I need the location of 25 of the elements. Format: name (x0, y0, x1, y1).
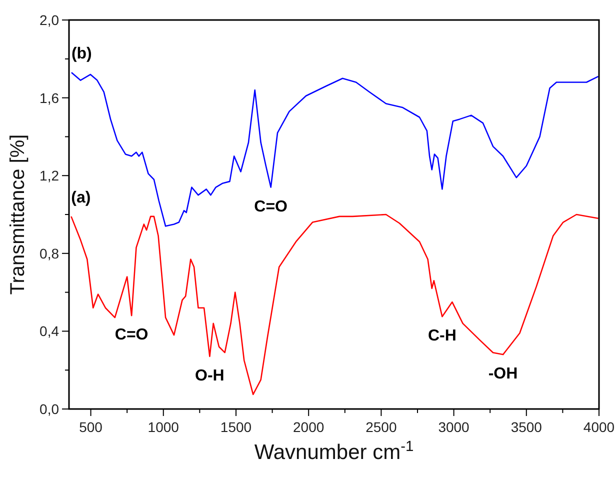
annotation: O-H (195, 367, 224, 384)
y-tick-label: 2,0 (40, 12, 60, 28)
y-tick-label: 0,4 (40, 323, 60, 340)
annotation: -OH (488, 366, 518, 383)
annotation: C-H (428, 328, 456, 345)
x-tick-label: 500 (79, 419, 103, 435)
x-axis-title: Wavnumber cm$^{-1}$ (254, 439, 414, 464)
line-series (70, 214, 599, 396)
x-tick-label: 3000 (438, 419, 470, 435)
series-label: (b) (71, 46, 92, 63)
y-tick-label: 0,0 (40, 401, 60, 417)
x-tick-label: 1500 (220, 419, 252, 435)
x-tick-label: 2000 (293, 419, 324, 435)
x-tick-label: 1000 (148, 419, 180, 435)
annotation: C=O (254, 198, 288, 216)
x-tick-label: 3500 (510, 419, 542, 435)
annotation: C=O (114, 326, 148, 344)
y-tick-label: 1,6 (40, 90, 60, 106)
x-tick-label: 2500 (366, 419, 397, 435)
series-label: (a) (71, 189, 91, 206)
y-tick-label: 1,2 (40, 168, 60, 184)
y-tick-label: 0,8 (40, 245, 60, 262)
line-series (70, 72, 599, 227)
y-axis-title: Transmittance [%] (7, 134, 29, 295)
x-tick-label: 4000 (583, 419, 615, 435)
